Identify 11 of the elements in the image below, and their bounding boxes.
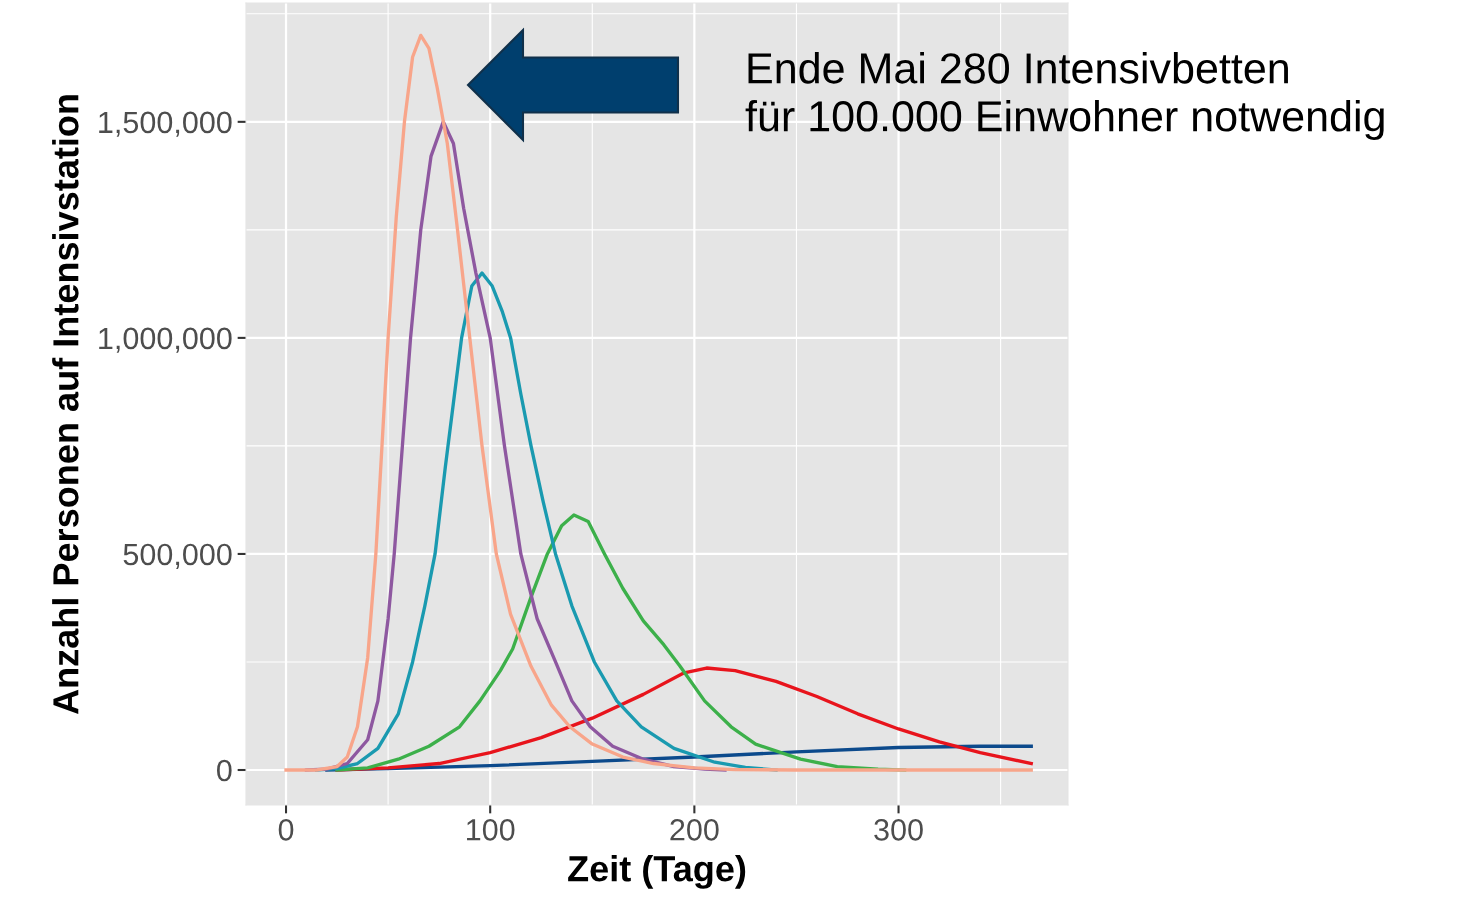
x-tick-label: 0: [278, 819, 294, 841]
y-tick-label: 0: [217, 759, 232, 782]
x-tick-label: 200: [670, 819, 719, 841]
x-axis-title: Zeit (Tage): [568, 855, 746, 889]
y-axis-title: Anzahl Personen auf Intensivstation: [52, 95, 79, 715]
annotation: Ende Mai 280 Intensivbetten für 100.000 Einwohner notwendig: [745, 52, 1384, 141]
y-tick-label: 1,000,000: [99, 327, 232, 353]
y-tick-label: 1,500,000: [99, 111, 232, 137]
x-tick-label: 100: [467, 819, 515, 841]
y-tick-label: 500,000: [123, 543, 232, 569]
x-tick-label: 300: [874, 819, 923, 841]
